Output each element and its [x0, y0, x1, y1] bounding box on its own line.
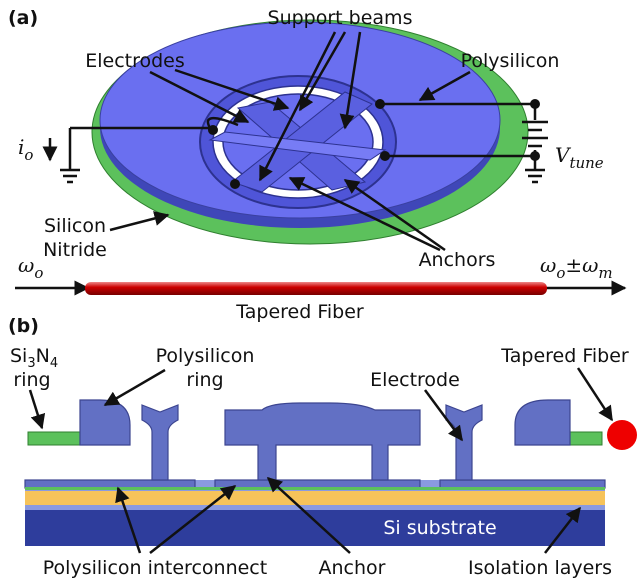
label: Electrode [370, 369, 460, 391]
diagram: (a) Support beams Electrodes Polysilicon… [0, 0, 638, 582]
label: Polysilicon [461, 50, 560, 72]
cross-section [25, 400, 637, 546]
label: Nitride [43, 239, 107, 261]
panel-label: (b) [8, 315, 39, 337]
label: Electrodes [85, 50, 185, 72]
label: Isolation layers [468, 557, 612, 579]
label: ring [13, 369, 50, 391]
label: ring [186, 369, 223, 391]
panel-label: (a) [8, 7, 38, 29]
label: Vtune [555, 143, 604, 172]
label: io [18, 135, 33, 164]
label: Tapered Fiber [500, 345, 629, 367]
label: Si3N4 [10, 345, 58, 371]
label: Tapered Fiber [235, 301, 364, 323]
label: Silicon [44, 215, 106, 237]
label: ωo±ωm [540, 253, 613, 282]
label: Anchor [319, 557, 386, 579]
label: Polysilicon [156, 345, 255, 367]
label: Si substrate [383, 517, 496, 539]
label: Polysilicon interconnect [43, 557, 267, 579]
label: Support beams [268, 7, 413, 29]
label: ωo [18, 253, 43, 282]
fiber [85, 282, 547, 295]
label: Anchors [419, 249, 496, 271]
